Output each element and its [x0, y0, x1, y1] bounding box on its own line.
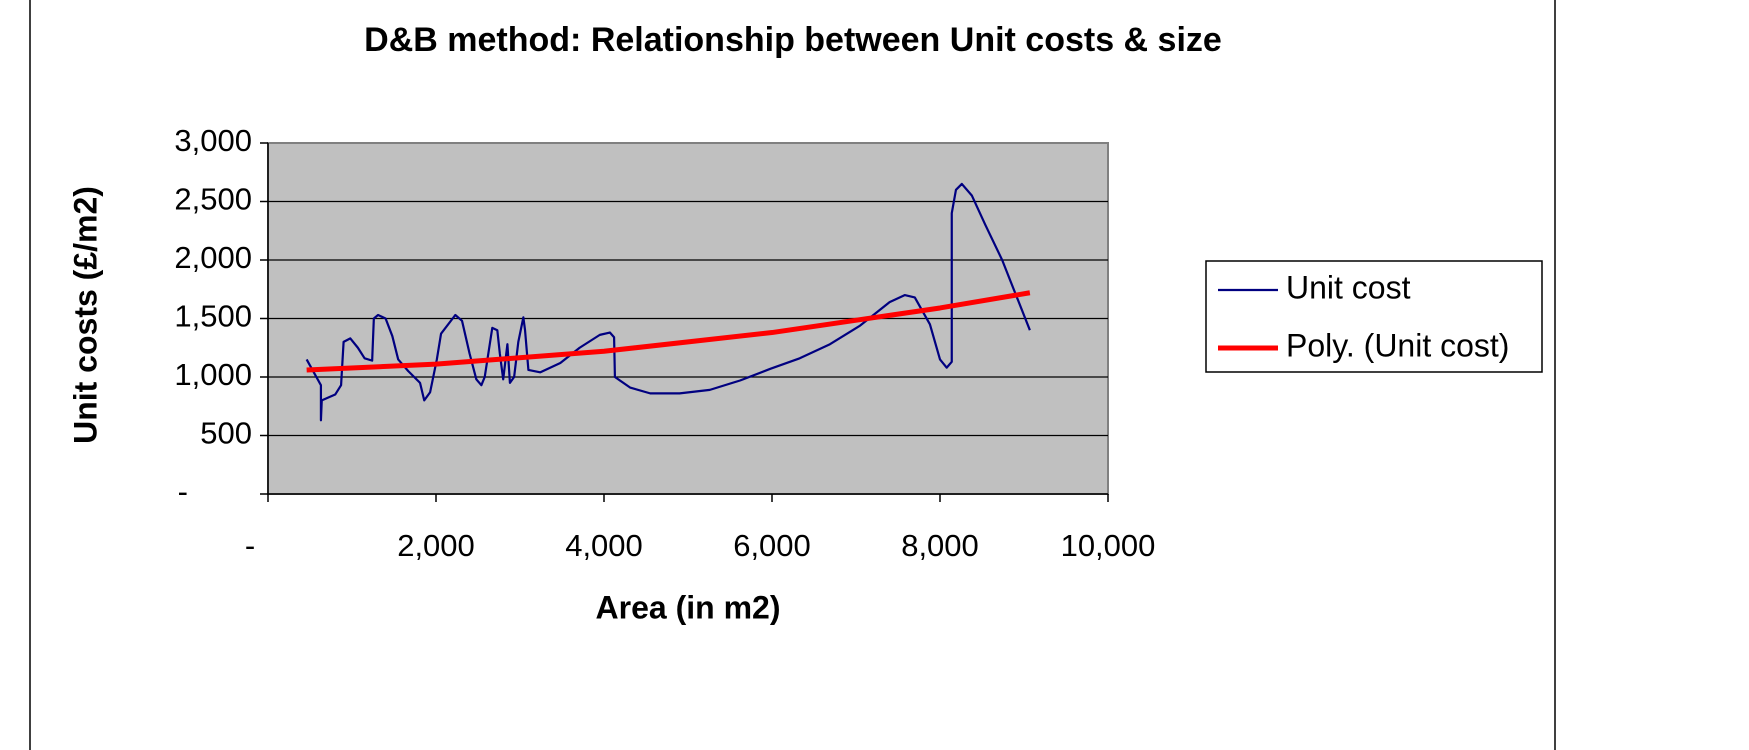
y-tick-label: - [178, 474, 188, 509]
x-axis-title: Area (in m2) [596, 589, 781, 625]
y-tick-label: 2,500 [174, 182, 252, 217]
x-tick-label: - [245, 528, 255, 563]
x-tick-label: 4,000 [565, 528, 643, 563]
line-series [305, 182, 1031, 422]
y-axis-title: Unit costs (£/m2) [67, 186, 103, 444]
y-tick-label: 1,000 [174, 357, 252, 392]
x-tick-label: 2,000 [397, 528, 475, 563]
y-tick-label: 3,000 [174, 123, 252, 158]
x-tick-label: 8,000 [901, 528, 979, 563]
x-tick-label: 10,000 [1061, 528, 1156, 563]
x-tick-label: 6,000 [733, 528, 811, 563]
line-series [306, 290, 1031, 373]
legend-label: Poly. (Unit cost) [1286, 327, 1509, 363]
legend-label: Unit cost [1286, 269, 1411, 305]
y-tick-label: 2,000 [174, 240, 252, 275]
chart-title: D&B method: Relationship between Unit co… [364, 21, 1222, 59]
y-tick-label: 500 [200, 416, 252, 451]
legend-box [1205, 260, 1543, 373]
y-tick-label: 1,500 [174, 299, 252, 334]
